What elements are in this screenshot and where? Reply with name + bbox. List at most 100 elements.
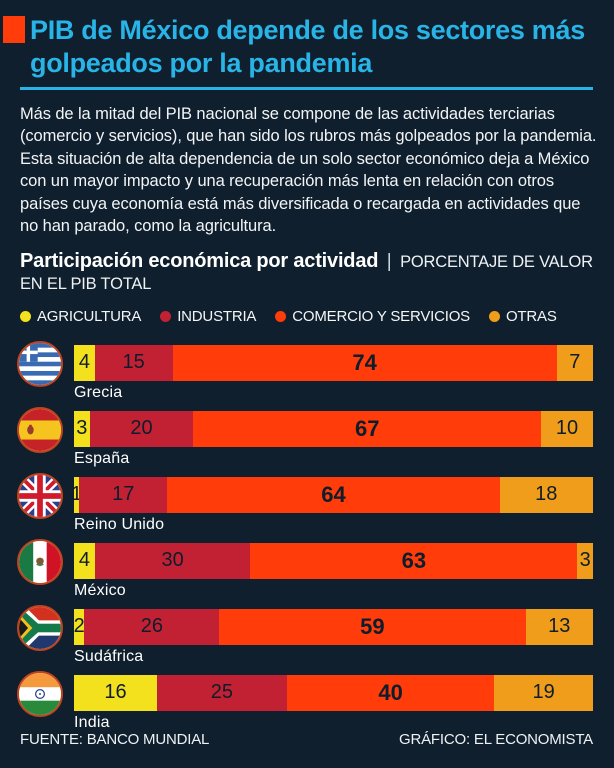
- segment-value: 63: [401, 547, 427, 573]
- bar-segment-comercio-y-servicios: 67: [193, 410, 542, 447]
- legend-label: INDUSTRIA: [177, 307, 257, 325]
- bar-segment-industria: 15: [94, 344, 173, 381]
- bar-segment-industria: 26: [84, 608, 220, 645]
- stacked-bar: 4 30 63 3: [74, 542, 593, 579]
- country-label: India: [74, 713, 110, 731]
- flag-spain-icon: [19, 408, 61, 451]
- stacked-bar-chart: 4 15 74 7 Grecia 3 20 67 10 España: [17, 340, 593, 732]
- bar-segment-agricultura: 3: [74, 410, 90, 447]
- bar-segment-otras: 10: [541, 410, 593, 447]
- segment-value: 26: [140, 615, 163, 638]
- country-label: México: [74, 581, 126, 599]
- segment-value: 19: [532, 681, 555, 704]
- bar-segment-comercio-y-servicios: 59: [219, 608, 526, 645]
- agricultura-dot-icon: [20, 310, 31, 322]
- segment-value: 64: [321, 481, 346, 507]
- segment-value: 67: [354, 415, 380, 441]
- segment-value: 74: [352, 349, 377, 375]
- legend-item-comercio-y-servicios: COMERCIO Y SERVICIOS: [275, 308, 470, 325]
- chart-subtitle-bold: Participación económica por actividad: [20, 249, 379, 272]
- segment-value: 4: [78, 351, 90, 374]
- chart-subtitle: Participación económica por actividad | …: [20, 248, 598, 296]
- bar-column: 16 25 40 19 India: [74, 674, 593, 732]
- legend-label: AGRICULTURA: [37, 307, 142, 325]
- flag-india-icon: [19, 672, 61, 715]
- segment-value: 59: [360, 613, 385, 639]
- flag-south-africa-icon: [19, 606, 61, 649]
- country-row-sudafrica: 2 26 59 13 Sudáfrica: [17, 604, 593, 666]
- bar-segment-comercio-y-servicios: 63: [250, 542, 578, 579]
- country-row-reino-unido: 1 17 64 18 Reino Unido: [17, 472, 593, 534]
- segment-value: 2: [73, 615, 85, 638]
- stacked-bar: 4 15 74 7: [74, 344, 593, 381]
- segment-value: 4: [78, 549, 90, 572]
- bar-segment-otras: 13: [525, 608, 593, 645]
- segment-value: 1: [71, 483, 83, 506]
- flag-greece-icon: [17, 340, 63, 387]
- segment-value: 25: [210, 681, 234, 704]
- segment-value: 16: [104, 681, 127, 704]
- flag-spain-icon: [17, 406, 63, 453]
- bar-segment-industria: 30: [94, 542, 251, 579]
- segment-value: 18: [535, 483, 558, 506]
- bar-segment-comercio-y-servicios: 74: [172, 344, 557, 381]
- bar-segment-industria: 25: [157, 674, 287, 711]
- flag-mexico-icon: [17, 538, 63, 585]
- flag-mexico-icon: [19, 540, 61, 583]
- country-label: Sudáfrica: [74, 647, 144, 665]
- bar-segment-comercio-y-servicios: 64: [167, 476, 500, 513]
- flag-greece-icon: [19, 342, 61, 385]
- otras-dot-icon: [488, 310, 500, 322]
- bar-segment-industria: 20: [89, 410, 194, 447]
- chart-subtitle-separator: |: [386, 250, 392, 272]
- bar-segment-agricultura: 1: [71, 476, 83, 513]
- bar-segment-otras: 19: [494, 674, 593, 711]
- segment-value: 17: [112, 483, 135, 506]
- segment-value: 7: [569, 351, 581, 374]
- country-row-india: 16 25 40 19 India: [17, 670, 593, 732]
- header: PIB de México depende de los sectores má…: [0, 0, 614, 80]
- source-credit: FUENTE: BANCO MUNDIAL: [20, 731, 210, 748]
- footer: FUENTE: BANCO MUNDIAL GRÁFICO: EL ECONOM…: [20, 731, 593, 748]
- bar-segment-otras: 3: [577, 542, 593, 579]
- flag-south-africa-icon: [17, 604, 63, 651]
- country-label: Reino Unido: [74, 515, 165, 533]
- legend-item-industria: INDUSTRIA: [160, 308, 256, 325]
- legend-label: OTRAS: [505, 307, 557, 325]
- stacked-bar: 1 17 64 18: [71, 476, 593, 513]
- bar-segment-agricultura: 16: [74, 674, 158, 711]
- legend-item-otras: OTRAS: [488, 307, 557, 325]
- segment-value: 3: [579, 549, 591, 572]
- chart-subtitle-rest: PORCENTAJE DE VALOR EN EL PIB TOTAL: [20, 252, 593, 294]
- intro-paragraph: Más de la mitad del PIB nacional se comp…: [20, 104, 597, 236]
- bar-segment-otras: 18: [499, 476, 593, 513]
- stacked-bar: 16 25 40 19: [74, 674, 593, 711]
- bar-segment-otras: 7: [556, 344, 593, 381]
- bar-segment-industria: 17: [79, 476, 168, 513]
- bar-column: 3 20 67 10 España: [74, 410, 593, 468]
- bar-segment-comercio-y-servicios: 40: [286, 674, 495, 711]
- title-divider: [20, 86, 593, 90]
- segment-value: 30: [161, 549, 184, 572]
- bar-column: 4 30 63 3 México: [74, 542, 593, 600]
- bar-segment-agricultura: 4: [74, 542, 95, 579]
- flag-uk-icon: [17, 472, 63, 519]
- country-label: Grecia: [74, 383, 123, 401]
- segment-value: 10: [555, 417, 579, 440]
- segment-value: 20: [130, 417, 153, 440]
- bar-segment-agricultura: 2: [73, 608, 85, 645]
- legend: AGRICULTURA INDUSTRIA COMERCIO Y SERVICI…: [20, 308, 598, 325]
- country-row-grecia: 4 15 74 7 Grecia: [17, 340, 593, 402]
- flag-india-icon: [17, 670, 63, 717]
- bar-column: 4 15 74 7 Grecia: [74, 344, 593, 402]
- country-row-espana: 3 20 67 10 España: [17, 406, 593, 468]
- bar-column: 2 26 59 13 Sudáfrica: [73, 608, 593, 666]
- country-row-mexico: 4 30 63 3 México: [17, 538, 593, 600]
- segment-value: 15: [122, 351, 145, 374]
- legend-label: COMERCIO Y SERVICIOS: [292, 307, 470, 325]
- stacked-bar: 3 20 67 10: [74, 410, 593, 447]
- graphic-credit: GRÁFICO: EL ECONOMISTA: [399, 731, 593, 748]
- segment-value: 3: [76, 417, 88, 440]
- bar-column: 1 17 64 18 Reino Unido: [71, 476, 593, 534]
- flag-uk-icon: [19, 474, 61, 517]
